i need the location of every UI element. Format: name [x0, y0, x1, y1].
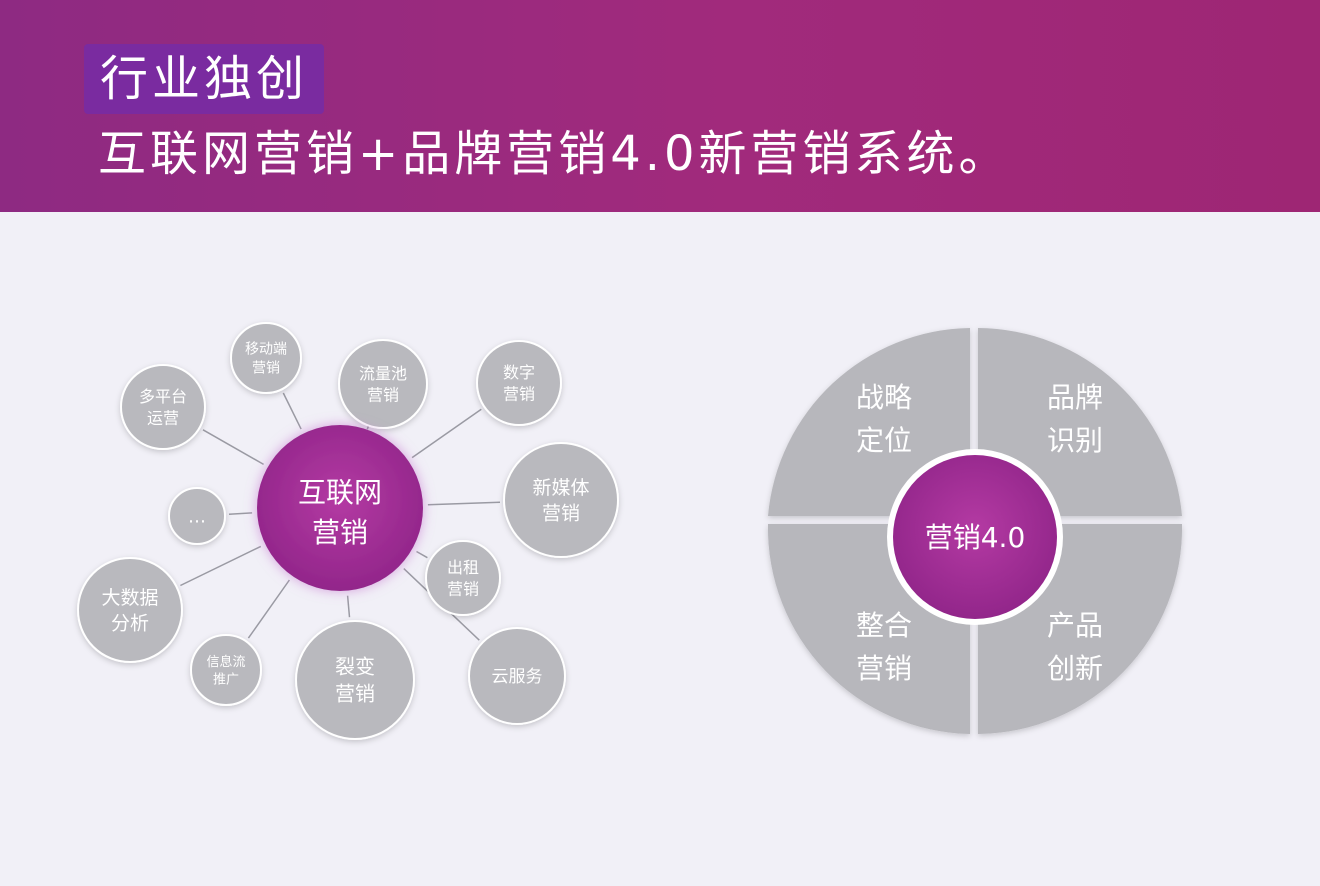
- header-tag: 行业独创: [84, 44, 325, 114]
- satellite-label: 营销: [367, 386, 399, 405]
- quadrant-label-brand-2: 识别: [1047, 424, 1103, 457]
- quadrant-label-strategy-2: 定位: [856, 424, 912, 457]
- quadrant-label-product-2: 创新: [1047, 652, 1103, 685]
- connector-lines: [180, 392, 501, 641]
- satellite-circle: [230, 322, 302, 394]
- satellite-circle: [120, 364, 206, 450]
- center-node-marketing-4: 营销4.0: [887, 449, 1063, 625]
- satellite-label: 营销: [335, 682, 375, 706]
- quadrant-label-integrated-1: 整合: [856, 609, 912, 642]
- satellite-circle: [503, 442, 619, 558]
- connector-line: [346, 595, 351, 618]
- satellite-circle: [338, 339, 428, 429]
- satellite-label: 云服务: [492, 667, 543, 687]
- satellite-label: 分析: [111, 613, 149, 635]
- connector-line: [228, 512, 253, 515]
- satellite-label: 运营: [147, 409, 179, 428]
- satellite-label: 新媒体: [532, 477, 589, 499]
- satellite-circle: [476, 340, 562, 426]
- center-label-line-2: 营销: [312, 516, 368, 549]
- satellite-label: 营销: [542, 503, 580, 525]
- center-circle-marketing-4: [893, 455, 1057, 619]
- quadrant-label-integrated-2: 营销: [856, 652, 912, 685]
- satellite-label: 营销: [252, 361, 280, 377]
- connector-line: [247, 579, 291, 639]
- satellite-label: 流量池: [359, 364, 407, 383]
- satellite-circle: [190, 634, 262, 706]
- satellite-node: 云服务: [468, 627, 566, 725]
- satellite-label: 出租: [447, 558, 479, 577]
- satellite-circle: [295, 620, 415, 740]
- satellite-label: 信息流: [206, 654, 245, 670]
- connector-line: [427, 501, 501, 506]
- satellite-label: 多平台: [139, 387, 187, 406]
- center-circle: [257, 425, 423, 591]
- satellite-label: 裂变: [335, 655, 375, 679]
- satellite-label: 营销: [447, 580, 479, 599]
- header-banner: 行业独创 互联网营销+品牌营销4.0新营销系统。: [0, 0, 1320, 212]
- satellite-label: 营销: [503, 385, 535, 404]
- connector-line: [416, 550, 428, 559]
- center-label-marketing-4: 营销4.0: [925, 521, 1026, 554]
- center-node-internet-marketing: 互联网 营销: [257, 425, 423, 591]
- quadrant-label-strategy-1: 战略: [856, 381, 912, 414]
- connector-line: [202, 429, 264, 466]
- quadrant-label-brand-1: 品牌: [1047, 381, 1103, 414]
- satellite-circle: [468, 627, 566, 725]
- diagram-panel: 移动端 营销 流量池 营销 数字 营销 多平台 运营 新媒体 营销… 出租 营销 大数据 分析 信息流 推广裂…: [0, 212, 1320, 882]
- quadrant-label-product-1: 产品: [1047, 609, 1103, 642]
- connector-line: [180, 545, 262, 587]
- satellite-circle: [77, 557, 183, 663]
- satellite-circle: [425, 540, 501, 616]
- satellite-label: 数字: [503, 363, 535, 382]
- marketing-4-labels: 战略 定位 品牌 识别 整合 营销 产品 创新: [856, 381, 1103, 685]
- satellite-label: 大数据: [101, 587, 158, 609]
- satellite-label: 推广: [213, 673, 239, 688]
- connector-line: [411, 408, 482, 459]
- satellite-label: 移动端: [245, 342, 287, 358]
- center-label-line-1: 互联网: [298, 476, 382, 509]
- satellite-label: …: [188, 507, 206, 528]
- header-headline: 互联网营销+品牌营销4.0新营销系统。: [98, 126, 1011, 182]
- satellite-node: …: [168, 487, 226, 545]
- connector-line: [282, 392, 302, 430]
- satellite-circle: [168, 487, 226, 545]
